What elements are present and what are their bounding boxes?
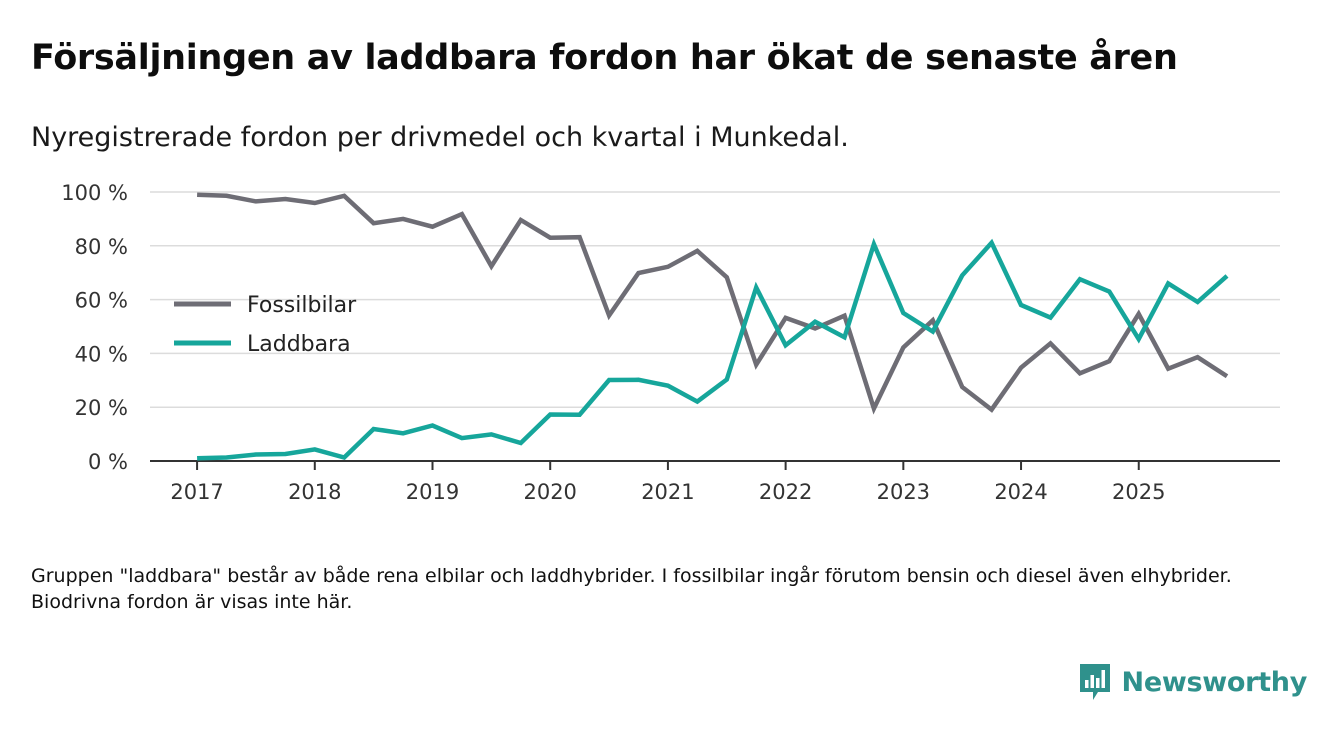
series-line-fossilbilar	[197, 192, 1229, 415]
x-axis-ticks: 2017 2018 2019 2020 2021 2022 2023 2024 2025	[170, 461, 1165, 504]
series-lines	[197, 192, 1229, 461]
x-tick-label: 2019	[406, 480, 459, 504]
x-tick-label: 2024	[994, 480, 1047, 504]
footnote: Gruppen "laddbara" består av både rena e…	[31, 565, 1232, 613]
legend: Fossilbilar Laddbara	[174, 293, 357, 357]
x-tick-label: 2018	[288, 480, 341, 504]
gridlines	[150, 191, 1280, 408]
x-tick-label: 2025	[1112, 480, 1165, 504]
chart-title: Försäljningen av laddbara fordon har öka…	[31, 38, 1178, 78]
y-tick-label: 80 %	[75, 235, 128, 259]
x-tick-label: 2023	[877, 480, 930, 504]
y-tick-label: 40 %	[75, 342, 128, 366]
x-tick-label: 2020	[523, 480, 576, 504]
y-axis-ticks: 0 % 20 % 40 % 60 % 80 % 100 %	[61, 181, 128, 474]
y-tick-label: 100 %	[61, 181, 128, 205]
brand-name: Newsworthy	[1121, 666, 1308, 698]
legend-label: Fossilbilar	[247, 293, 357, 318]
x-tick-label: 2017	[170, 480, 223, 504]
y-tick-label: 20 %	[75, 396, 128, 420]
legend-label: Laddbara	[247, 332, 351, 357]
chart-subtitle: Nyregistrerade fordon per drivmedel och …	[31, 122, 849, 153]
x-tick-label: 2022	[759, 480, 812, 504]
x-tick-label: 2021	[641, 480, 694, 504]
y-tick-label: 60 %	[75, 289, 128, 313]
brand-logo: Newsworthy	[1078, 662, 1307, 702]
y-tick-label: 0 %	[88, 450, 128, 474]
series-line-laddbara	[197, 237, 1229, 461]
newsworthy-logo-icon	[1079, 664, 1110, 700]
